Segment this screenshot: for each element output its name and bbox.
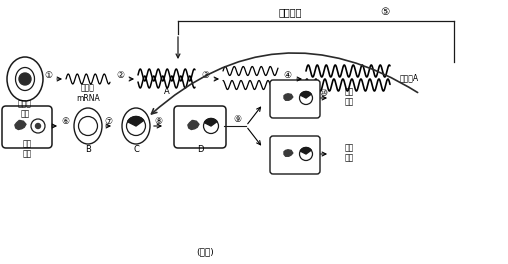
Text: ⑦: ⑦: [104, 116, 112, 125]
FancyBboxPatch shape: [270, 136, 320, 174]
Circle shape: [300, 148, 312, 161]
Text: ⑥: ⑥: [61, 117, 69, 126]
Circle shape: [126, 116, 145, 135]
FancyBboxPatch shape: [270, 80, 320, 118]
Ellipse shape: [16, 68, 35, 91]
Ellipse shape: [7, 57, 43, 101]
Text: ⑨: ⑨: [233, 116, 241, 125]
FancyArrowPatch shape: [151, 53, 418, 114]
Ellipse shape: [74, 108, 102, 144]
Text: 人胰
岛素: 人胰 岛素: [344, 87, 354, 107]
Ellipse shape: [122, 108, 150, 144]
Circle shape: [300, 92, 312, 105]
Text: ①: ①: [44, 72, 52, 81]
Text: A: A: [164, 87, 170, 97]
Text: C: C: [133, 145, 139, 154]
Circle shape: [204, 119, 218, 134]
Text: ⑧: ⑧: [154, 116, 162, 125]
Circle shape: [79, 116, 98, 135]
FancyBboxPatch shape: [2, 106, 52, 148]
Text: B: B: [85, 145, 91, 154]
Polygon shape: [188, 120, 199, 130]
Text: 大量的A: 大量的A: [400, 73, 419, 82]
Polygon shape: [284, 150, 293, 156]
Polygon shape: [15, 120, 26, 130]
Text: (图一): (图一): [196, 248, 214, 257]
Polygon shape: [284, 94, 293, 100]
Circle shape: [31, 119, 45, 133]
Polygon shape: [204, 119, 217, 126]
Text: 大肠
杆菌: 大肠 杆菌: [22, 139, 31, 159]
Text: ⑤: ⑤: [380, 7, 390, 17]
Text: 胰岛素
mRNA: 胰岛素 mRNA: [76, 83, 100, 103]
Text: 重复进行: 重复进行: [278, 7, 302, 17]
Text: 人胰岛
细胞: 人胰岛 细胞: [18, 99, 32, 119]
Polygon shape: [300, 92, 311, 98]
Circle shape: [36, 124, 41, 129]
Text: ②: ②: [116, 72, 124, 81]
Text: ③: ③: [201, 72, 209, 81]
FancyBboxPatch shape: [174, 106, 226, 148]
Polygon shape: [300, 148, 311, 154]
Text: 人胰
岛素: 人胰 岛素: [344, 143, 354, 163]
Text: ⑩: ⑩: [319, 88, 327, 97]
Text: D: D: [197, 145, 203, 154]
Text: ④: ④: [283, 72, 291, 81]
Polygon shape: [128, 116, 144, 126]
Circle shape: [19, 73, 31, 85]
